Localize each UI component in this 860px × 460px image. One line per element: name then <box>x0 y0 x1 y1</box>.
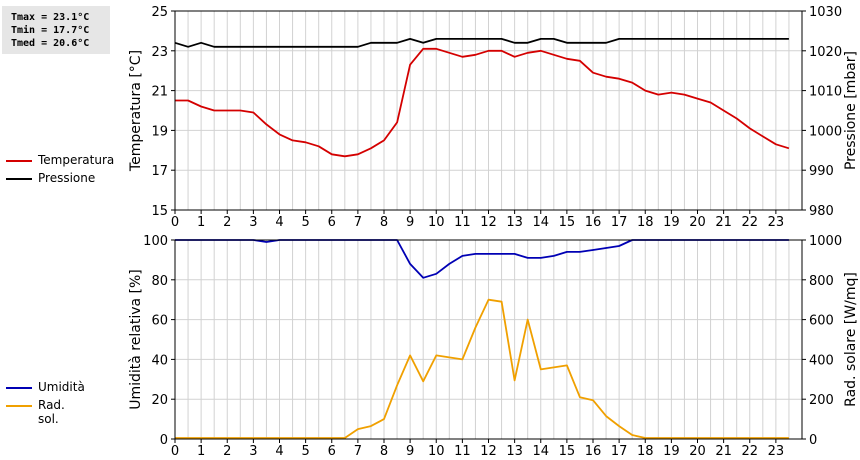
x-tick-label: 10 <box>428 215 445 230</box>
series-line-1-1 <box>175 298 789 439</box>
y-tick-label-right: 600 <box>809 314 834 329</box>
y-tick-label-left: 20 <box>151 393 168 408</box>
x-tick-label: 20 <box>689 215 706 230</box>
x-tick-label: 14 <box>532 215 549 230</box>
legend-label-temperatura: Temperatura <box>38 153 115 167</box>
y-axis-title-right: Rad. solare [W/mq] <box>843 272 859 407</box>
x-tick-label: 22 <box>741 215 758 230</box>
x-tick-label: 5 <box>301 444 309 459</box>
legend-label-umidita: Umidità <box>38 380 85 394</box>
x-tick-label: 11 <box>454 215 471 230</box>
x-tick-label: 15 <box>559 215 576 230</box>
x-tick-label: 4 <box>275 444 283 459</box>
y-tick-label-left: 17 <box>151 164 168 179</box>
x-tick-label: 15 <box>559 444 576 459</box>
x-tick-label: 5 <box>301 215 309 230</box>
tmin-label: Tmin = 17.7°C <box>11 25 90 36</box>
legend-swatch-radsol <box>6 405 32 407</box>
tmax-label: Tmax = 23.1°C <box>11 12 90 23</box>
x-tick-label: 4 <box>275 215 283 230</box>
x-tick-label: 3 <box>249 215 257 230</box>
y-tick-label-left: 40 <box>151 353 168 368</box>
x-tick-label: 1 <box>197 444 205 459</box>
x-tick-label: 11 <box>454 444 471 459</box>
y-tick-label-right: 400 <box>809 353 834 368</box>
y-tick-label-left: 60 <box>151 314 168 329</box>
x-tick-label: 19 <box>663 215 680 230</box>
y-tick-label-right: 990 <box>809 164 834 179</box>
y-tick-label-left: 25 <box>151 5 168 20</box>
y-axis-title-right: Pressione [mbar] <box>843 51 859 170</box>
legend-swatch-temperatura <box>6 160 32 162</box>
x-tick-label: 2 <box>223 444 231 459</box>
x-tick-label: 8 <box>380 215 388 230</box>
y-tick-label-right: 800 <box>809 274 834 289</box>
chart-panel-0: 0 1 2 3 4 5 6 7 8 9 10 11 12 13 14 15 16 17 18 19 20 21 22 2315… <box>128 5 859 230</box>
x-tick-label: 0 <box>171 444 179 459</box>
y-tick-label-left: 23 <box>151 45 168 60</box>
x-tick-label: 9 <box>406 215 414 230</box>
x-tick-label: 3 <box>249 444 257 459</box>
y-tick-label-left: 19 <box>151 124 168 139</box>
y-tick-label-right: 0 <box>809 433 817 448</box>
y-tick-label-left: 80 <box>151 274 168 289</box>
y-tick-label-right: 1000 <box>809 234 842 249</box>
y-axis-title-left: Umidità relativa [%] <box>128 269 144 410</box>
x-tick-label: 18 <box>637 215 654 230</box>
x-tick-label: 22 <box>741 444 758 459</box>
x-tick-label: 7 <box>354 444 362 459</box>
x-tick-label: 2 <box>223 215 231 230</box>
x-tick-label: 23 <box>768 215 785 230</box>
x-tick-label: 0 <box>171 215 179 230</box>
y-tick-label-left: 21 <box>151 85 168 100</box>
y-axis-title-left: Temperatura [°C] <box>128 50 144 172</box>
x-tick-label: 6 <box>328 444 336 459</box>
y-tick-label-right: 200 <box>809 393 834 408</box>
y-tick-label-right: 1000 <box>809 124 842 139</box>
x-tick-label: 17 <box>611 215 628 230</box>
x-tick-label: 12 <box>480 444 497 459</box>
x-tick-label: 17 <box>611 444 628 459</box>
y-tick-label-left: 100 <box>143 234 168 249</box>
x-tick-label: 10 <box>428 444 445 459</box>
x-tick-label: 12 <box>480 215 497 230</box>
series-line-0-0 <box>175 47 790 158</box>
x-tick-label: 20 <box>689 444 706 459</box>
legend-swatch-pressione <box>6 178 32 180</box>
y-tick-label-right: 1020 <box>809 45 842 60</box>
x-tick-label: 16 <box>585 444 602 459</box>
x-tick-label: 18 <box>637 444 654 459</box>
x-tick-label: 21 <box>715 215 732 230</box>
x-tick-label: 13 <box>506 444 523 459</box>
stats-box: Tmax = 23.1°C Tmin = 17.7°C Tmed = 20.6°… <box>2 6 110 54</box>
series-line-1-0 <box>175 239 789 279</box>
legend-label-radsol: Rad. sol. <box>38 398 65 426</box>
x-tick-label: 16 <box>585 215 602 230</box>
y-tick-label-left: 15 <box>151 204 168 219</box>
x-tick-label: 14 <box>532 444 549 459</box>
x-tick-label: 8 <box>380 444 388 459</box>
y-tick-label-right: 980 <box>809 204 834 219</box>
y-tick-label-right: 1010 <box>809 85 842 100</box>
y-tick-label-right: 1030 <box>809 5 842 20</box>
tmed-label: Tmed = 20.6°C <box>11 38 90 49</box>
x-tick-label: 13 <box>506 215 523 230</box>
x-tick-label: 1 <box>197 215 205 230</box>
x-tick-label: 23 <box>768 444 785 459</box>
x-tick-label: 9 <box>406 444 414 459</box>
x-tick-label: 19 <box>663 444 680 459</box>
x-tick-label: 6 <box>328 215 336 230</box>
legend-swatch-umidita <box>6 387 32 389</box>
x-tick-label: 21 <box>715 444 732 459</box>
series-line-0-1 <box>174 38 789 48</box>
x-tick-label: 7 <box>354 215 362 230</box>
legend-label-pressione: Pressione <box>38 171 96 185</box>
y-tick-label-left: 0 <box>160 433 168 448</box>
chart-panel-1: 0 1 2 3 4 5 6 7 8 9 10 11 12 13 14 15 16 17 18 19 20 21 22 2302… <box>128 234 859 459</box>
